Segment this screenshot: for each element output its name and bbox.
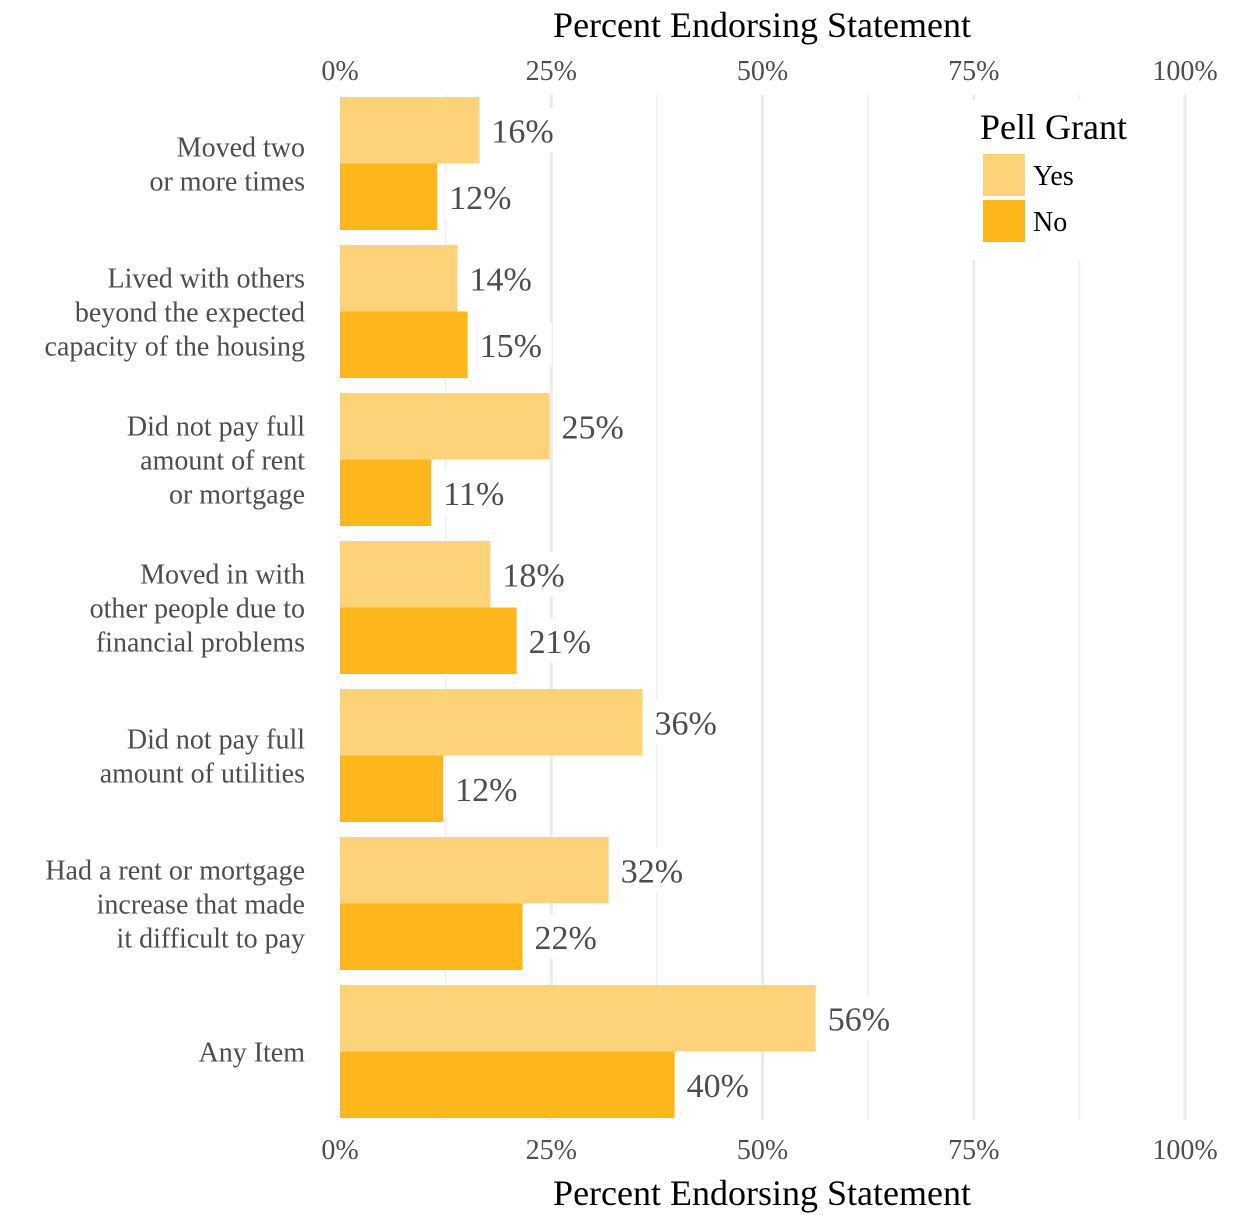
category-label-line: amount of rent (140, 446, 305, 477)
bottom-tick-labels: 0% 25% 50% 75% 100% (321, 1135, 1217, 1166)
category-label-line: financial problems (96, 628, 305, 659)
data-label-background (451, 766, 528, 811)
category-label: Moved in with other people due to financia… (90, 560, 305, 659)
data-label-background (650, 700, 727, 745)
bar-no (340, 903, 523, 970)
category-labels: Moved two or more times Lived with others b… (45, 133, 306, 1069)
category-label: Had a rent or mortgage increase that made… (45, 856, 305, 955)
category-label-line: Moved two (177, 133, 305, 164)
data-label-yes: 25% (562, 409, 624, 446)
bar-no (340, 1051, 675, 1118)
category-label-line: other people due to (90, 594, 305, 625)
category-label-line: increase that made (97, 890, 305, 921)
legend-title: Pell Grant (980, 107, 1127, 147)
bottom-tick-label: 0% (321, 1135, 358, 1166)
legend-label-no: No (1033, 207, 1067, 238)
bar-yes (340, 245, 458, 312)
category-label-line: Did not pay full (127, 725, 305, 756)
bar-yes (340, 837, 609, 904)
data-label-background (682, 1062, 759, 1107)
bottom-tick-label: 25% (526, 1135, 577, 1166)
data-label-no: 21% (529, 624, 591, 661)
data-label-background (439, 470, 516, 515)
category-label-line: or more times (149, 167, 305, 198)
category-label-line: beyond the expected (75, 298, 305, 329)
legend-label-yes: Yes (1033, 161, 1074, 192)
data-label-yes: 32% (621, 853, 683, 890)
data-label-no: 12% (449, 180, 511, 217)
bar-no (340, 755, 444, 822)
data-label-background (530, 914, 607, 959)
legend: Pell Grant Yes No (965, 100, 1165, 260)
category-label: Lived with others beyond the expected capa… (45, 264, 305, 363)
bar-yes (340, 985, 816, 1052)
grid-lines (444, 95, 1187, 1120)
data-label-background (616, 848, 693, 893)
bar-no (340, 311, 468, 378)
bar-yes (340, 97, 480, 164)
data-label-background (823, 996, 900, 1041)
top-tick-label: 50% (737, 56, 788, 87)
data-label-background (487, 108, 564, 153)
category-label: Moved two or more times (149, 133, 305, 198)
data-label-background (557, 404, 634, 449)
bar-no (340, 459, 432, 526)
data-label-background (498, 552, 575, 597)
category-label-line: Any Item (198, 1038, 305, 1069)
data-label-no: 15% (480, 328, 542, 365)
data-label-background (475, 322, 552, 367)
data-label-yes: 18% (502, 557, 564, 594)
bottom-tick-label: 100% (1152, 1135, 1217, 1166)
category-label-line: it difficult to pay (117, 924, 305, 955)
data-label-no: 22% (535, 920, 597, 957)
bottom-axis-title: Percent Endorsing Statement (553, 1173, 971, 1213)
bars (340, 97, 816, 1118)
category-label-line: capacity of the housing (45, 332, 305, 363)
category-label: Did not pay full amount of utilities (100, 725, 306, 790)
data-label-yes: 16% (491, 113, 553, 150)
bar-no (340, 163, 438, 230)
data-labels: 16% 12% 14% 15% 25% 11% 18% 21% 36% 12% 32% 22% 56% 4… (439, 108, 900, 1107)
top-tick-labels: 0% 25% 50% 75% 100% (321, 56, 1217, 87)
data-label-yes: 56% (828, 1001, 890, 1038)
top-axis-title: Percent Endorsing Statement (553, 5, 971, 45)
legend-key-yes (983, 154, 1025, 196)
category-label-line: Moved in with (140, 560, 305, 591)
category-label-line: or mortgage (169, 480, 305, 511)
category-label-line: Had a rent or mortgage (45, 856, 305, 887)
category-label: Any Item (198, 1038, 305, 1069)
category-label: Did not pay full amount of rent or mortgag… (127, 412, 305, 511)
data-label-yes: 36% (655, 705, 717, 742)
top-tick-label: 75% (948, 56, 999, 87)
top-tick-label: 25% (526, 56, 577, 87)
category-label-line: amount of utilities (100, 759, 305, 790)
bar-yes (340, 689, 643, 756)
data-label-background (445, 174, 522, 219)
top-tick-label: 0% (321, 56, 358, 87)
data-label-yes: 14% (469, 261, 531, 298)
bar-no (340, 607, 517, 674)
legend-key-no (983, 200, 1025, 242)
bar-yes (340, 541, 491, 608)
bar-yes (340, 393, 550, 460)
data-label-no: 40% (687, 1068, 749, 1105)
data-label-background (524, 618, 601, 663)
category-label-line: Did not pay full (127, 412, 305, 443)
data-label-background (465, 256, 542, 301)
data-label-no: 11% (443, 476, 504, 513)
category-label-line: Lived with others (107, 264, 305, 295)
bottom-tick-label: 50% (737, 1135, 788, 1166)
data-label-no: 12% (455, 772, 517, 809)
bottom-tick-label: 75% (948, 1135, 999, 1166)
top-tick-label: 100% (1152, 56, 1217, 87)
